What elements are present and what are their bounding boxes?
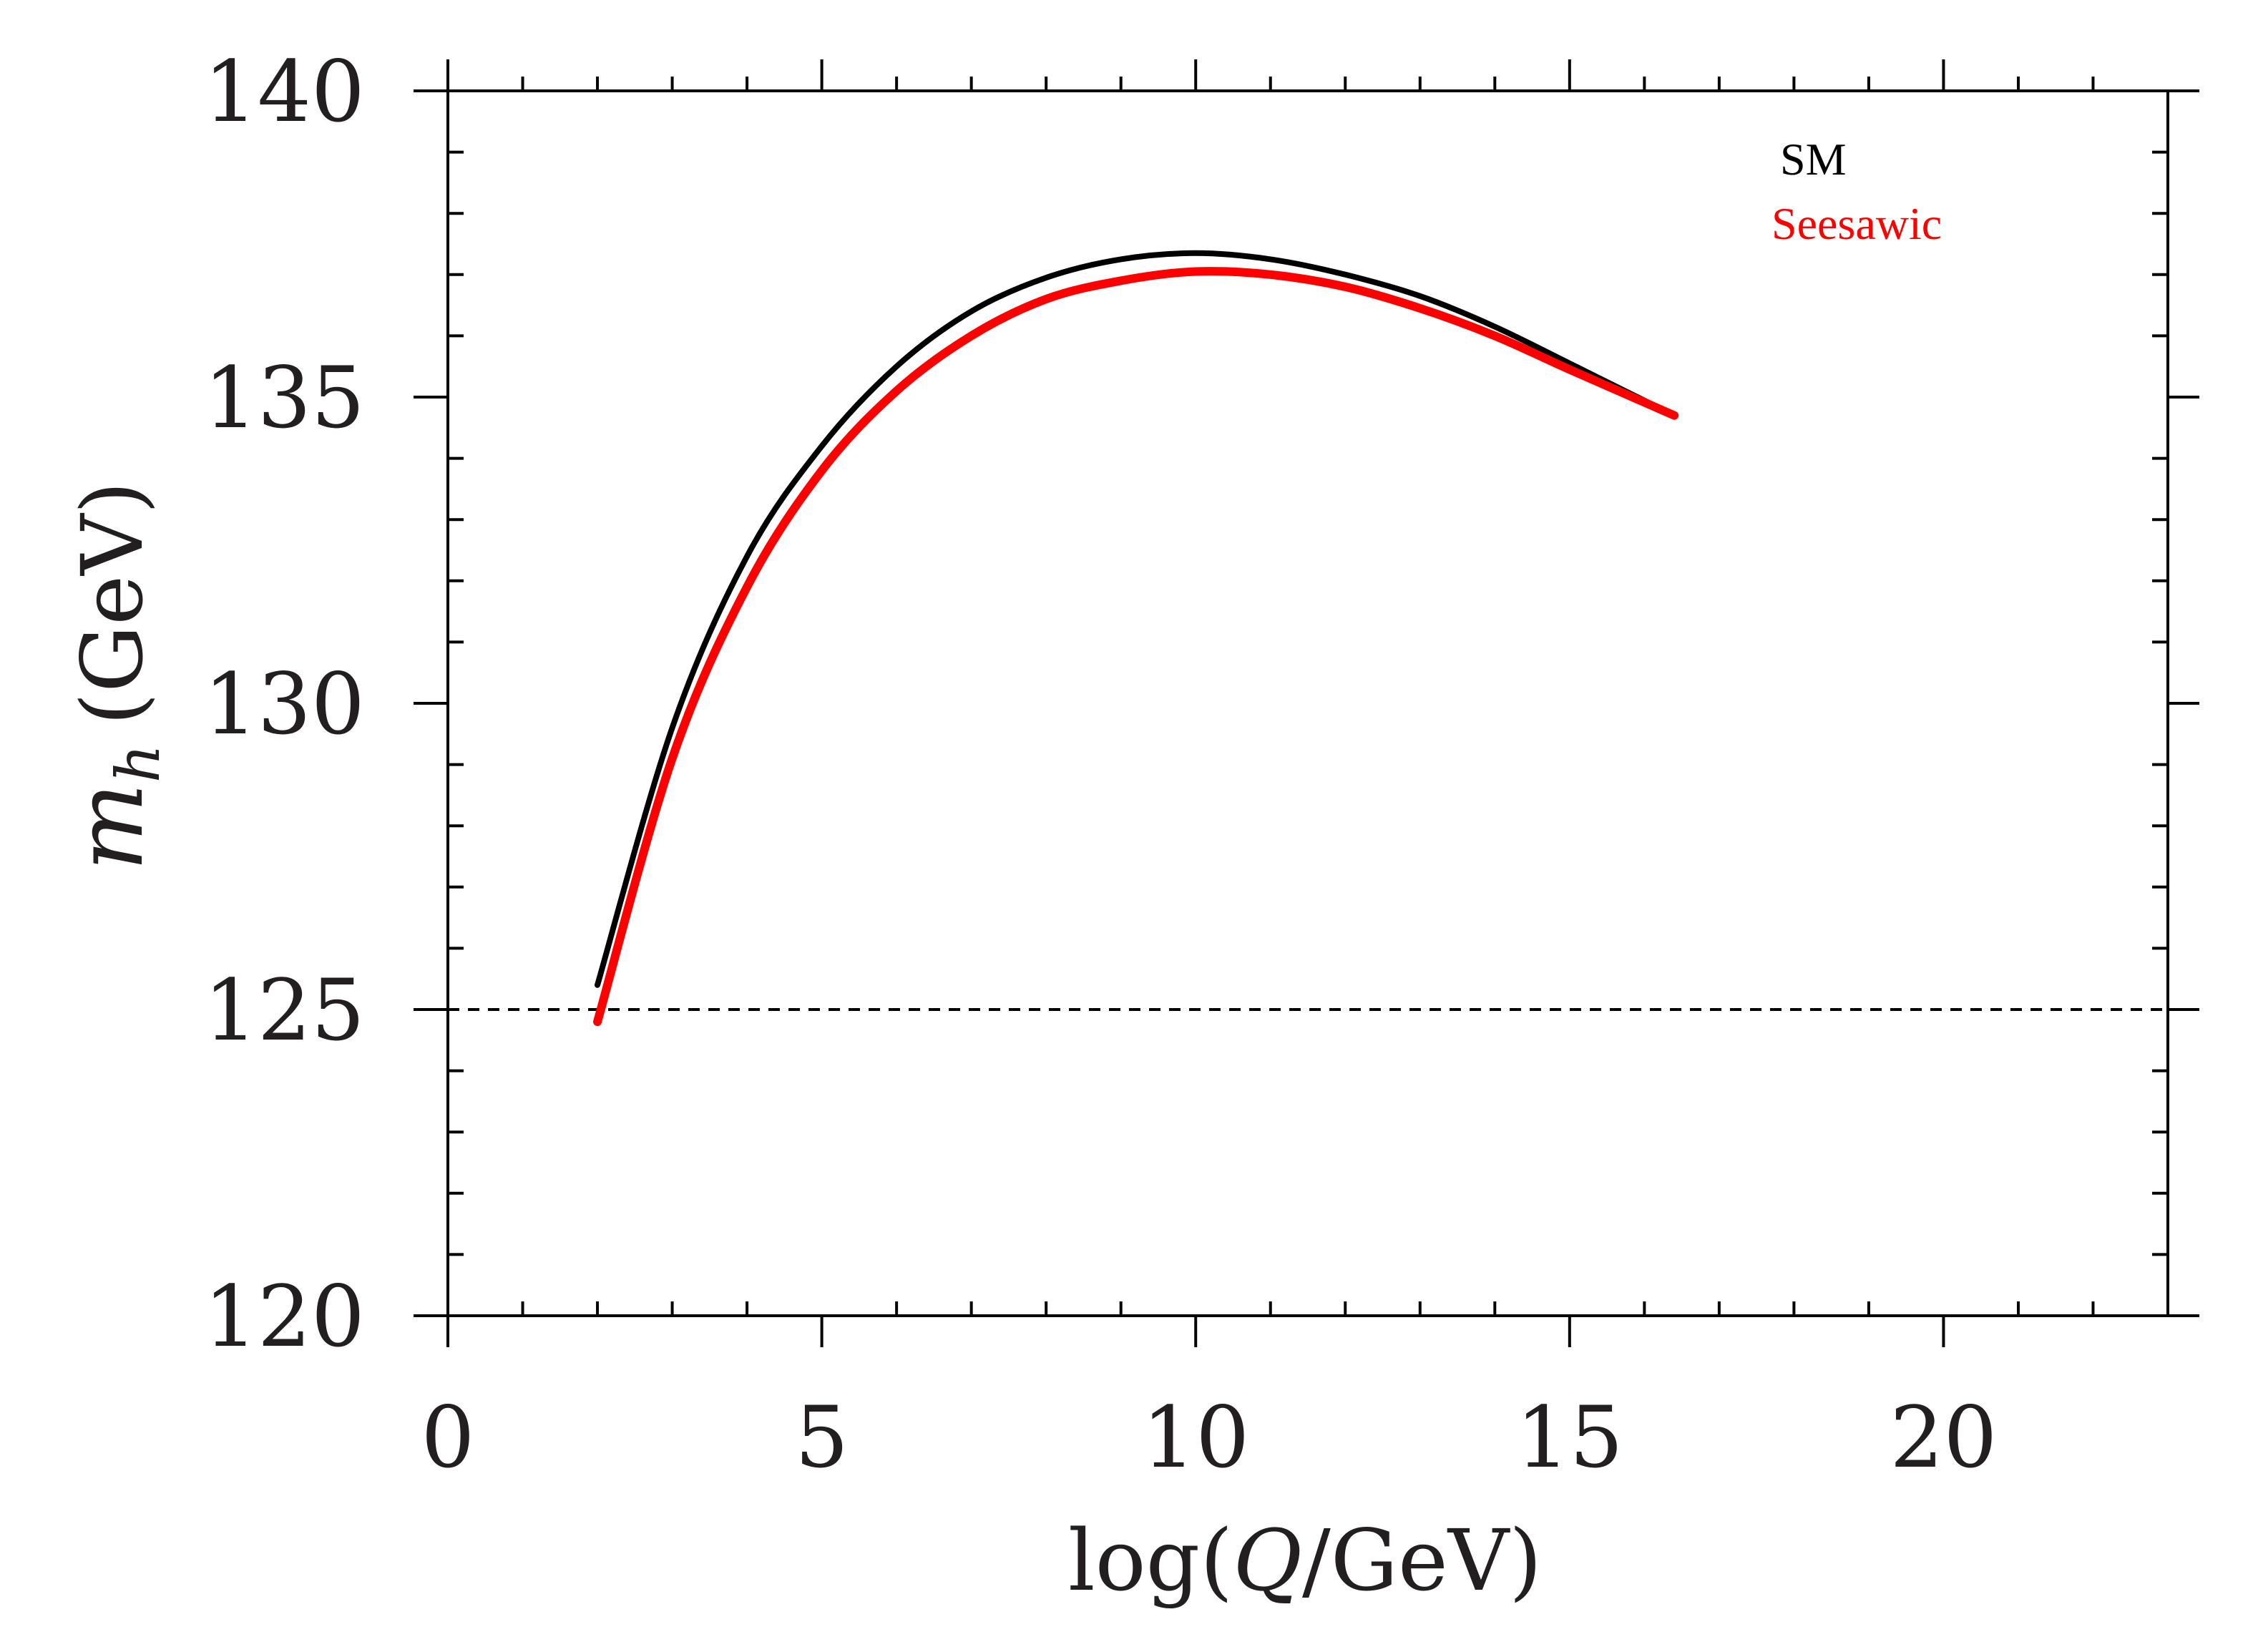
y-tick-label: 130 (204, 655, 365, 753)
x-tick-label: 0 (421, 1388, 474, 1487)
y-tick-label: 135 (204, 348, 365, 447)
y-axis-unit: (GeV) (63, 482, 162, 725)
y-tick-label: 140 (204, 42, 365, 141)
x-axis-variable: Q (1233, 1511, 1302, 1610)
y-axis-symbol: m (55, 783, 164, 871)
x-tick-label: 5 (795, 1388, 849, 1487)
labels-layer: 0 5 10 15 20 120 125 130 135 140 (204, 42, 1998, 1487)
y-tick-label: 125 (204, 961, 365, 1060)
x-tick-label: 10 (1142, 1388, 1249, 1487)
series-layer (593, 250, 1679, 1027)
y-axis-subscript: h (103, 744, 173, 783)
legend: SM Seesawic (1771, 134, 1942, 249)
axes-layer (414, 59, 2199, 1347)
x-tick-label: 20 (1890, 1388, 1997, 1487)
series-line-seesawic (593, 267, 1679, 1027)
y-tick-label: 120 (204, 1267, 365, 1366)
x-axis-suffix: /GeV) (1302, 1511, 1542, 1610)
y-axis-title: mh (GeV) (55, 482, 173, 871)
legend-entry-seesawic: Seesawic (1771, 198, 1942, 249)
series-line-sm (595, 250, 1678, 988)
legend-entry-sm: SM (1780, 134, 1847, 185)
x-axis-title: log(Q/GeV) (1068, 1511, 1542, 1610)
x-axis-prefix: log( (1068, 1511, 1233, 1610)
x-tick-label: 15 (1516, 1388, 1623, 1487)
